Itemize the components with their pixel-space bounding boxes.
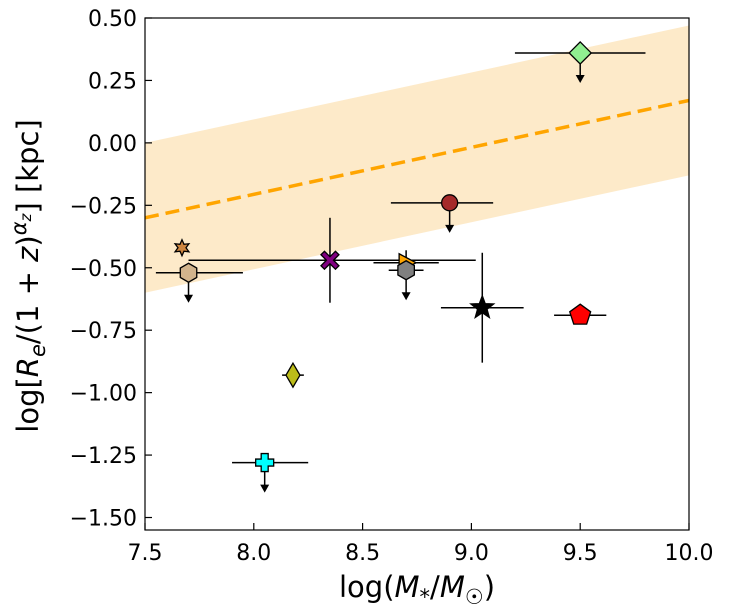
x-axis-label: log(M*/M☉)	[339, 570, 495, 609]
x-tick-label: 9.0	[454, 541, 489, 566]
olive-diamond-point	[282, 361, 304, 389]
tan-hexagon-marker	[179, 262, 198, 284]
y-axis-label: log[Re/(1 + z)αz] [kpc]	[7, 119, 50, 432]
purple-x-point	[188, 217, 476, 303]
gray-hexagon-marker	[397, 259, 416, 281]
x-tick-label: 7.5	[128, 541, 163, 566]
tan-hexagon-arrow-head	[184, 294, 194, 303]
y-tick-label: −1.25	[70, 444, 137, 469]
y-tick-label: −0.25	[70, 194, 137, 219]
x-tick-label: 8.5	[345, 541, 380, 566]
light-green-diamond-point	[514, 41, 646, 83]
brown-circle-point	[390, 194, 494, 233]
brown-circle-arrow-head	[445, 224, 455, 233]
x-tick-label: 9.5	[563, 541, 598, 566]
red-pentagon-point	[554, 303, 607, 325]
y-tick-label: −0.75	[70, 319, 137, 344]
gray-hexagon-point	[388, 259, 424, 301]
data-marks-layer	[155, 41, 646, 493]
x-tick-label: 10.0	[665, 541, 714, 566]
gray-hexagon-arrow-head	[401, 292, 411, 301]
olive-diamond-marker	[285, 361, 301, 389]
cyan-plus-marker	[255, 452, 275, 473]
red-pentagon-marker	[568, 303, 592, 325]
light-green-diamond-arrow-head	[575, 74, 585, 83]
plot-frame	[144, 17, 690, 531]
black-star-point	[440, 252, 524, 363]
y-tick-label: 0.25	[88, 69, 137, 94]
cyan-plus-arrow-head	[260, 484, 270, 493]
y-tick-label: −1.50	[70, 507, 137, 532]
peru-star-marker	[173, 238, 191, 258]
relation-band-layer	[145, 25, 689, 293]
x-tick-label: 8.0	[236, 541, 271, 566]
black-star-marker	[469, 293, 496, 319]
peru-star-point	[173, 238, 191, 258]
purple-x-marker	[320, 250, 340, 271]
y-tick-label: 0.00	[88, 132, 137, 157]
y-tick-label: −1.00	[70, 382, 137, 407]
brown-circle-marker	[440, 194, 459, 212]
y-tick-label: −0.50	[70, 257, 137, 282]
axis-ticks-layer: 7.5 8.0 8.5 9.0 9.5 10.0 0.50 0.25 0.00 −0.25 −0.5…	[70, 7, 714, 566]
light-green-diamond-marker	[568, 41, 593, 65]
tan-hexagon-point	[155, 262, 243, 303]
cyan-plus-point	[232, 452, 309, 493]
y-tick-label: 0.50	[88, 7, 137, 32]
relation-line	[145, 98, 689, 220]
